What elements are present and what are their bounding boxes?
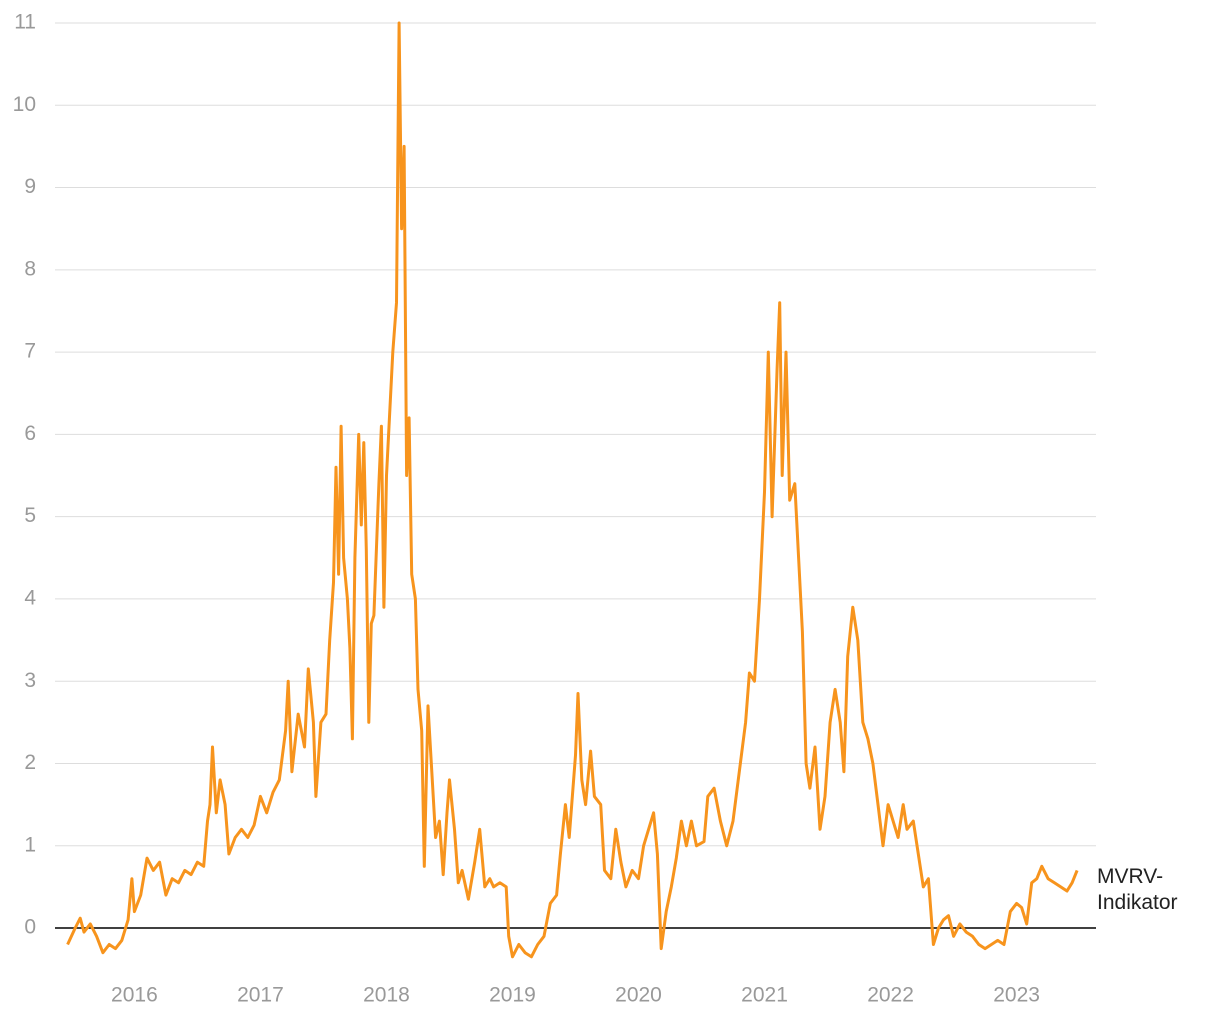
- x-tick-label: 2016: [111, 984, 158, 1007]
- x-tick-label: 2022: [867, 984, 914, 1007]
- y-tick-label: 4: [24, 586, 36, 609]
- x-tick-label: 2018: [363, 984, 410, 1007]
- y-tick-label: 7: [24, 340, 36, 363]
- x-tick-label: 2019: [489, 984, 536, 1007]
- y-tick-label: 11: [14, 11, 36, 34]
- y-tick-label: 0: [24, 916, 36, 939]
- y-tick-label: 6: [24, 422, 36, 445]
- series-label: MVRV-Indikator: [1097, 865, 1178, 915]
- y-tick-label: 2: [24, 751, 36, 774]
- x-tick-label: 2017: [237, 984, 284, 1007]
- x-tick-label: 2021: [741, 984, 788, 1007]
- y-tick-label: 3: [24, 669, 36, 692]
- y-tick-label: 9: [24, 175, 36, 198]
- x-tick-label: 2020: [615, 984, 662, 1007]
- y-tick-label: 1: [24, 833, 36, 856]
- y-tick-label: 8: [24, 257, 36, 280]
- x-tick-label: 2023: [993, 984, 1040, 1007]
- y-tick-label: 10: [13, 93, 36, 116]
- data-line: [66, 21, 1079, 959]
- y-tick-label: 5: [24, 504, 36, 527]
